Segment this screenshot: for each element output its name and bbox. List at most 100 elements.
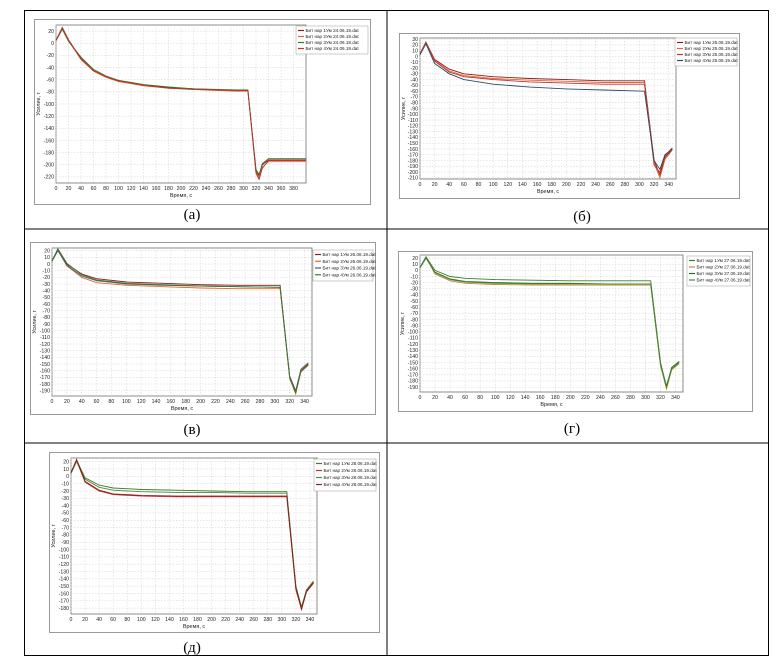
y-tick-label: -10 [411,274,419,280]
x-tick-label: 240 [591,182,600,188]
x-tick-label: 340 [664,182,673,188]
y-tick-label: -50 [411,83,419,89]
y-tick-label: -20 [411,280,419,286]
chart-caption: (в) [183,422,200,438]
y-tick-label: 10 [44,255,50,261]
x-tick-label: 140 [139,186,148,192]
y-tick-label: -60 [411,89,419,95]
y-axis-label: Усилие, г [401,97,407,120]
y-tick-label: 30 [412,37,418,43]
x-tick-label: 140 [152,399,161,405]
x-tick-label: 280 [620,182,629,188]
x-tick-label: 200 [196,399,205,405]
y-tick-label: -10 [43,268,51,274]
series-line [419,41,673,177]
x-tick-label: 40 [79,399,85,405]
x-tick-label: 240 [202,186,211,192]
y-tick-label: -110 [408,118,418,124]
legend-entry: Бит нар 1Ум 26.06.19.dat [323,252,377,257]
y-tick-label: -10 [62,481,70,487]
legend-entry: Бит нар 3Ум 28.06.19.dat [324,475,378,480]
y-tick-label: -130 [40,348,50,354]
x-tick-label: 160 [536,395,545,401]
y-tick-label: 20 [48,29,54,35]
x-tick-label: 140 [165,617,174,623]
x-tick-label: 320 [656,395,665,401]
legend-entry: Бит нар 4Ум 28.06.19.dat [324,482,378,487]
y-tick-label: -70 [411,95,419,101]
x-tick-label: 40 [96,617,102,623]
series-line [51,247,309,395]
x-tick-label: 260 [214,186,223,192]
series-line [51,249,309,396]
y-axis-label: Усилие, г [32,310,38,333]
y-tick-label: -50 [411,299,419,305]
chart-panel: 0 20 40 60 80 100 120 140 160 180 200 220 240 260 280 3… [34,19,371,205]
y-tick-label: -130 [59,569,69,575]
y-tick-label: -180 [40,382,50,388]
charts-root: 0 20 40 60 80 100 120 140 160 180 200 220 240 260 280 3… [30,19,753,656]
y-tick-label: -40 [47,65,55,71]
legend-entry: Бит нар 3Ум 26.06.19.dat [323,266,377,271]
y-axis-label: Усилие, г [51,524,57,547]
y-tick-label: -70 [62,525,70,531]
y-tick-label: 10 [63,467,69,473]
x-tick-label: 320 [285,399,294,405]
x-tick-label: 280 [227,186,236,192]
y-tick-label: -200 [44,163,54,169]
x-tick-label: 80 [103,186,109,192]
series-line [419,255,680,390]
legend-entry: Бит нар 1Ум 24.06.19.dat [306,28,360,33]
legend-entry: Бит нар 4Ум 25.06.19.dat [685,58,739,63]
y-tick-label: -40 [411,293,419,299]
x-tick-label: 220 [211,399,220,405]
y-tick-label: -220 [44,175,54,181]
x-tick-label: 60 [462,395,468,401]
y-tick-label: -60 [47,77,55,83]
y-tick-label: -150 [408,141,418,147]
chart-panel: 0 20 40 60 80 100 120 140 160 180 200 220 240 260 280 3… [49,452,380,633]
legend-entry: Бит нар 1Ум 27.06.19.dat [697,258,751,263]
x-tick-label: 20 [432,182,438,188]
x-tick-label: 180 [193,617,202,623]
y-tick-label: -30 [62,496,70,502]
legend-entry: Бит нар 2Ум 24.06.19.dat [306,34,360,39]
y-tick-label: -20 [43,275,51,281]
x-tick-label: 300 [271,399,280,405]
x-tick-label: 140 [521,395,530,401]
x-tick-label: 220 [581,395,590,401]
legend-entry: Бит нар 1Ум 28.06.19.dat [324,461,378,466]
legend-entry: Бит нар 4Ум 26.06.19.dat [323,272,377,277]
x-axis-label: Время, с [171,406,194,412]
x-tick-label: 100 [114,186,123,192]
series-line [70,458,314,611]
x-tick-label: 80 [476,182,482,188]
x-tick-label: 240 [235,617,244,623]
y-axis-label: Усилие, г [400,312,406,335]
y-tick-label: -10 [411,60,419,66]
y-tick-label: -170 [408,153,418,159]
x-tick-label: 380 [289,186,298,192]
x-tick-label: 300 [641,395,650,401]
y-tick-label: -120 [408,124,418,130]
y-tick-label: -20 [62,489,70,495]
y-tick-label: -150 [59,584,69,590]
legend-entry: Бит нар 2Ум 28.06.19.dat [324,468,378,473]
x-axis-label: Время, с [537,189,560,195]
y-tick-label: -180 [59,606,69,612]
y-tick-label: -30 [411,287,419,293]
x-tick-label: 180 [181,399,190,405]
legend-entry: Бит нар 4Ум 27.06.19.dat [697,278,751,283]
x-tick-label: 260 [611,395,620,401]
chart-caption: (д) [183,640,201,656]
y-tick-label: -100 [40,328,50,334]
y-tick-label: -190 [408,164,418,170]
y-tick-label: 10 [412,49,418,55]
y-tick-label: -60 [62,518,70,524]
x-tick-label: 20 [64,399,70,405]
y-tick-label: -150 [408,360,418,366]
y-tick-label: 20 [412,256,418,262]
x-tick-label: 0 [419,182,422,188]
x-tick-label: 0 [51,399,54,405]
y-tick-label: -100 [408,330,418,336]
